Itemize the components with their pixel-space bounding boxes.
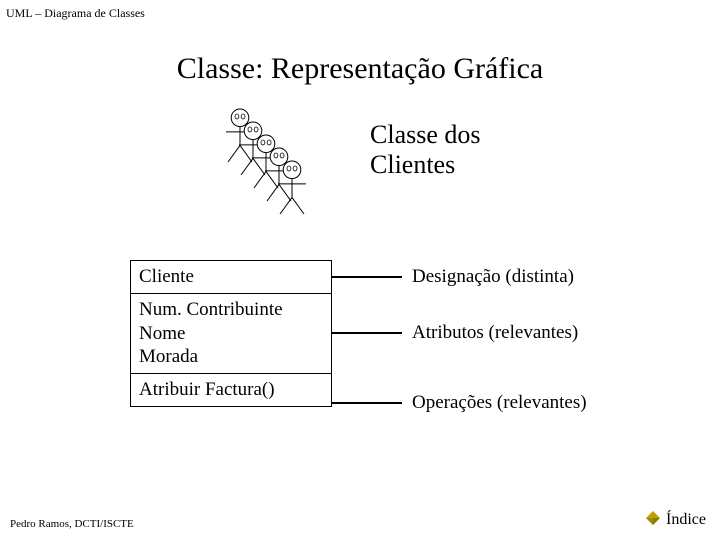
slide-title: Classe: Representação Gráfica [0,52,720,86]
annotation-operations: Operações (relevantes) [412,392,587,415]
connector-line [332,332,402,334]
annotation-attributes: Atributos (relevantes) [412,322,578,345]
footer-author: Pedro Ramos, DCTI/ISCTE [10,518,134,530]
stick-figure-icon [272,160,312,215]
footer-index-label: Índice [666,511,706,528]
connector-line [332,402,402,404]
annotation-designation: Designação (distinta) [412,266,574,289]
class-of-clients-label: Classe dosClientes [370,120,481,180]
diamond-bullet-icon [646,511,660,530]
slide-header: UML – Diagrama de Classes [6,6,145,21]
uml-class-name: Cliente [131,261,331,293]
footer-index-link[interactable]: Índice [646,511,706,530]
connector-line [332,276,402,278]
stick-figure-group [220,108,340,218]
uml-class-attributes: Num. ContribuinteNomeMorada [131,293,331,373]
uml-class-operations: Atribuir Factura() [131,373,331,406]
uml-class-box: Cliente Num. ContribuinteNomeMorada Atri… [130,260,332,407]
